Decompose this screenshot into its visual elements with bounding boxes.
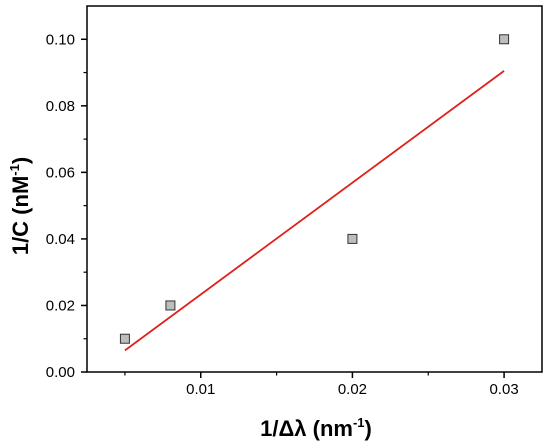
fit-line <box>124 70 505 352</box>
y-tick-label: 0.10 <box>46 31 75 48</box>
y-axis: 0.00 0.02 0.04 0.06 0.08 0.10 <box>46 31 87 381</box>
x-axis-title: 1/Δλ (nm-1) <box>260 415 372 441</box>
x-tick-label: 0.03 <box>489 381 518 398</box>
data-point <box>499 34 510 45</box>
x-tick-label: 0.01 <box>186 381 215 398</box>
y-axis-title: 1/C (nM-1) <box>7 157 33 255</box>
y-tick-label: 0.06 <box>46 164 75 181</box>
data-point <box>119 333 130 344</box>
y-tick-label: 0.04 <box>46 231 75 248</box>
series-layer <box>119 34 510 352</box>
x-axis: 0.01 0.02 0.03 <box>124 372 519 398</box>
y-tick-label: 0.02 <box>46 297 75 314</box>
plot-border <box>86 5 543 373</box>
y-tick-label: 0.00 <box>46 364 75 381</box>
data-point <box>165 300 176 311</box>
plot-frame <box>86 5 543 373</box>
x-tick-label: 0.02 <box>338 381 367 398</box>
y-tick-label: 0.08 <box>46 98 75 115</box>
data-point <box>347 233 358 244</box>
